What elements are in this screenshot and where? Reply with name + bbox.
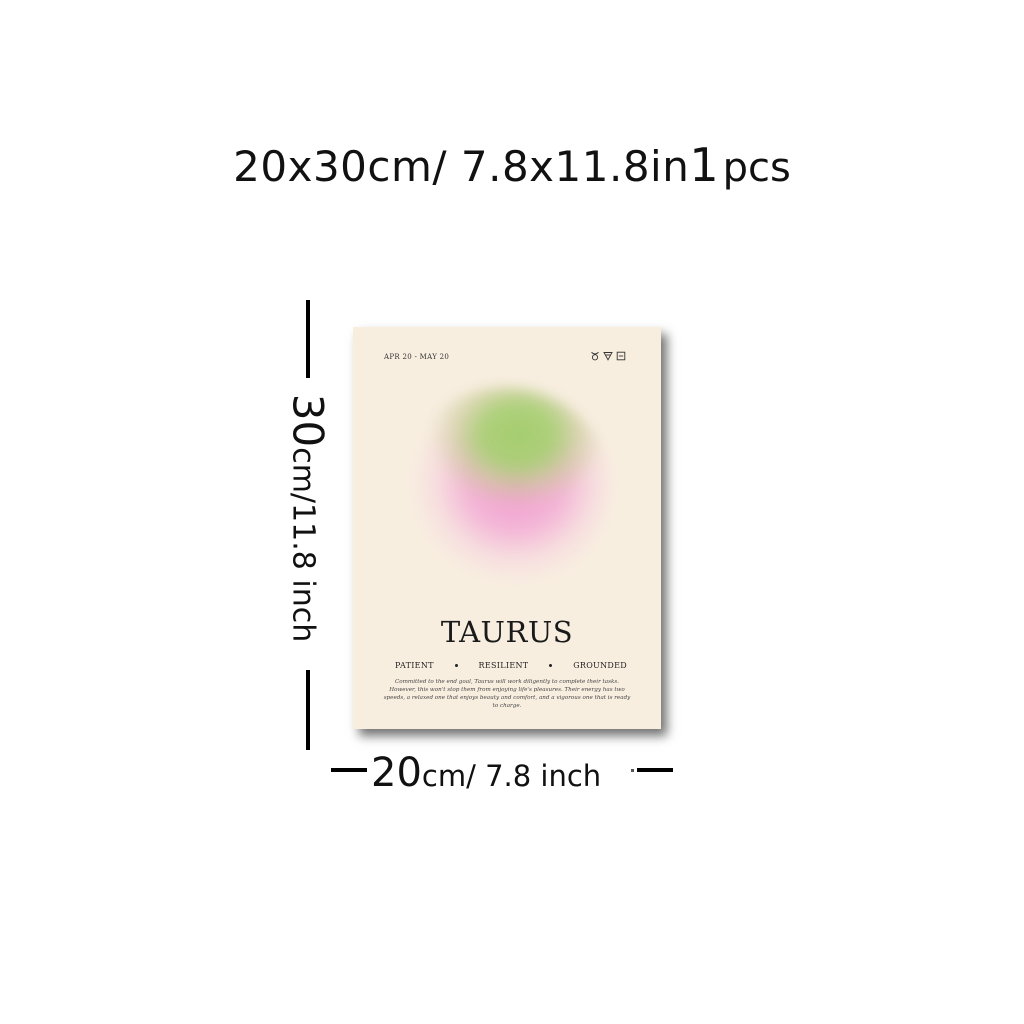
quantity-unit: pcs	[722, 145, 791, 191]
poster-title: TAURUS	[440, 615, 574, 649]
date-range: APR 20 - MAY 20	[384, 353, 450, 361]
aura-orb	[400, 387, 610, 587]
fixed-square-icon	[616, 351, 626, 361]
aura-gradient	[400, 387, 610, 587]
trait-resilient: RESILIENT	[478, 661, 529, 670]
width-bar-left	[331, 768, 367, 772]
size-text: 20x30cm/ 7.8x11.8in	[233, 142, 690, 191]
product-size-header: 20x30cm/ 7.8x11.8in1 pcs	[0, 138, 1024, 198]
width-dot	[631, 769, 634, 772]
width-label: 20cm/ 7.8 inch	[371, 750, 601, 796]
trait-separator	[454, 664, 458, 667]
traits-row: PATIENT RESILIENT GROUNDED	[395, 661, 627, 670]
height-unit: cm/11.8 inch	[285, 447, 321, 643]
earth-triangle-icon	[603, 352, 613, 361]
taurus-poster: APR 20 - MAY 20 TAURUS PATIENT RESILIENT…	[353, 327, 661, 729]
height-bar-bottom	[306, 670, 310, 750]
quantity-number: 1	[689, 138, 719, 192]
trait-grounded: GROUNDED	[573, 661, 627, 670]
width-number: 20	[371, 750, 422, 796]
width-bar-right	[637, 768, 673, 772]
width-unit: cm/ 7.8 inch	[421, 759, 602, 793]
trait-separator	[549, 664, 553, 667]
zodiac-symbols	[590, 351, 626, 361]
height-number: 30	[283, 393, 333, 448]
height-label: 30cm/11.8 inch	[284, 394, 333, 642]
height-bar-top	[306, 300, 310, 378]
poster-description: Committed to the end goal, Taurus will w…	[383, 679, 631, 709]
trait-patient: PATIENT	[395, 661, 434, 670]
taurus-icon	[591, 351, 599, 361]
